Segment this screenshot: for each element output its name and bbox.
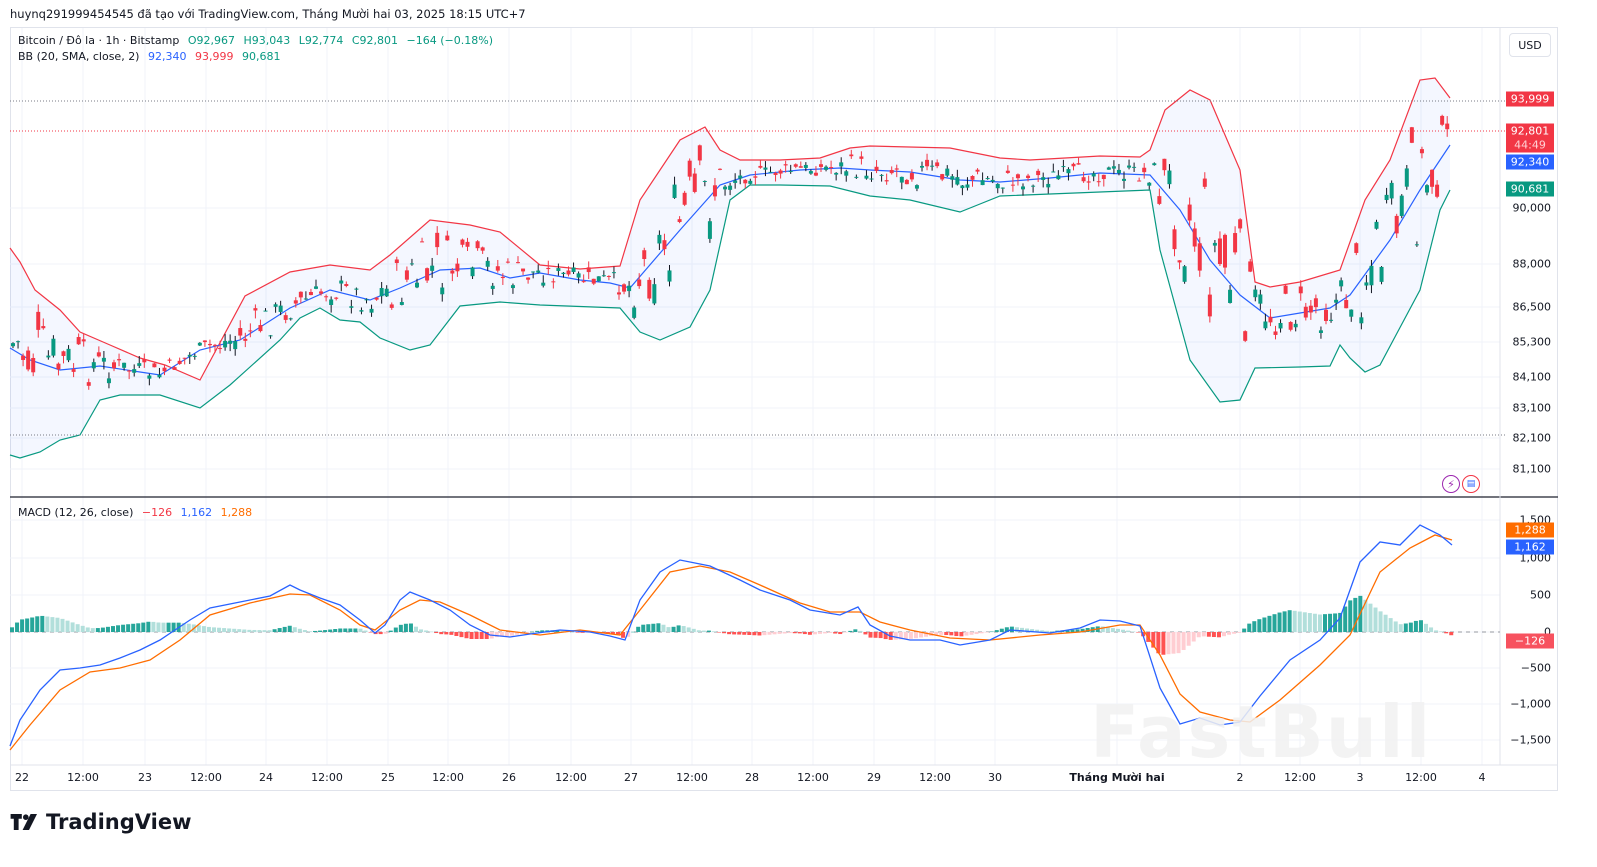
bb-legend[interactable]: BB (20, SMA, close, 2) 92,340 93,999 90,… xyxy=(18,50,285,63)
macd-label: MACD (12, 26, close) xyxy=(18,506,134,519)
time-axis-tick: 12:00 xyxy=(919,771,951,784)
tradingview-logo[interactable]: TradingView xyxy=(10,810,191,834)
macd-axis-tick: 0 xyxy=(1544,625,1551,639)
time-axis-tick: 27 xyxy=(624,771,638,784)
time-axis-tick: 25 xyxy=(381,771,395,784)
macd-value-tag: −126 xyxy=(1506,633,1554,649)
brand-name: TradingView xyxy=(46,810,192,834)
time-axis-tick: 12:00 xyxy=(676,771,708,784)
time-axis-tick: 12:00 xyxy=(1284,771,1316,784)
macd-value-tag: 1,162 xyxy=(1506,539,1554,555)
time-axis-tick: 12:00 xyxy=(797,771,829,784)
time-axis-tick: 12:00 xyxy=(432,771,464,784)
tradingview-logo-icon xyxy=(10,814,37,830)
currency-button[interactable]: USD xyxy=(1509,33,1551,57)
bb-basis-value: 92,340 xyxy=(147,50,187,63)
us-flag-icon[interactable]: ▤ xyxy=(1462,475,1480,493)
time-axis-tick: 26 xyxy=(502,771,516,784)
symbol-legend[interactable]: Bitcoin / Đô la · 1h · Bitstamp O92,967 … xyxy=(18,34,498,47)
price-value-tag: 93,999 xyxy=(1506,91,1554,107)
price-axis-tick: 90,000 xyxy=(1512,201,1552,215)
time-axis-tick: 29 xyxy=(867,771,881,784)
macd-axis-tick: −1,500 xyxy=(1510,733,1551,747)
time-axis-tick: 12:00 xyxy=(190,771,222,784)
time-axis-tick: 22 xyxy=(15,771,29,784)
low-value: L92,774 xyxy=(298,34,344,47)
price-axis-tick: 86,500 xyxy=(1512,300,1552,314)
event-icons: ⚡ ▤ xyxy=(1442,475,1480,493)
high-value: H93,043 xyxy=(243,34,291,47)
macd-value-tag: 1,288 xyxy=(1506,522,1554,538)
time-axis-tick: 2 xyxy=(1236,771,1244,784)
time-axis-tick: 12:00 xyxy=(67,771,99,784)
time-axis-tick: 23 xyxy=(138,771,152,784)
time-axis-tick: 4 xyxy=(1478,771,1486,784)
time-axis-tick: 12:00 xyxy=(311,771,343,784)
time-axis-tick: 28 xyxy=(745,771,759,784)
macd-hist-value: −126 xyxy=(141,506,173,519)
price-axis-tick: 82,100 xyxy=(1512,431,1552,445)
time-axis-tick: 24 xyxy=(259,771,273,784)
price-axis-tick: 88,000 xyxy=(1512,257,1552,271)
bb-upper-value: 93,999 xyxy=(194,50,234,63)
price-axis-tick: 84,100 xyxy=(1512,370,1552,384)
macd-axis-tick: 500 xyxy=(1530,588,1551,602)
price-value-tag: 92,340 xyxy=(1506,154,1554,170)
bb-lower-value: 90,681 xyxy=(241,50,281,63)
chart-attribution: huynq291999454545 đã tạo với TradingView… xyxy=(10,7,526,21)
macd-legend[interactable]: MACD (12, 26, close) −126 1,162 1,288 xyxy=(18,506,257,519)
macd-axis-tick: −1,000 xyxy=(1510,697,1551,711)
open-value: O92,967 xyxy=(187,34,235,47)
macd-axis-tick: −500 xyxy=(1520,661,1551,675)
time-axis-tick: Tháng Mười hai xyxy=(1069,771,1165,784)
lightning-icon[interactable]: ⚡ xyxy=(1442,475,1460,493)
price-value-tag: 90,681 xyxy=(1506,181,1554,197)
macd-signal-value: 1,288 xyxy=(220,506,253,519)
time-axis-tick: 30 xyxy=(988,771,1002,784)
macd-axis-tick: 1,000 xyxy=(1519,551,1552,565)
price-axis-tick: 81,100 xyxy=(1512,462,1552,476)
chart-frame xyxy=(10,27,1558,791)
time-axis-tick: 12:00 xyxy=(555,771,587,784)
close-value: C92,801 xyxy=(351,34,399,47)
watermark: FastBull xyxy=(1090,690,1433,774)
bb-label: BB (20, SMA, close, 2) xyxy=(18,50,140,63)
price-axis-tick: 85,300 xyxy=(1512,335,1552,349)
macd-line-value: 1,162 xyxy=(180,506,213,519)
price-value-tag: 44:49 xyxy=(1506,137,1554,153)
symbol-name: Bitcoin / Đô la · 1h · Bitstamp xyxy=(18,34,180,47)
time-axis-tick: 3 xyxy=(1356,771,1364,784)
time-axis-tick: 12:00 xyxy=(1405,771,1437,784)
price-axis-tick: 83,100 xyxy=(1512,401,1552,415)
price-value-tag: 92,801 xyxy=(1506,123,1554,139)
change-value: −164 (−0.18%) xyxy=(406,34,493,47)
